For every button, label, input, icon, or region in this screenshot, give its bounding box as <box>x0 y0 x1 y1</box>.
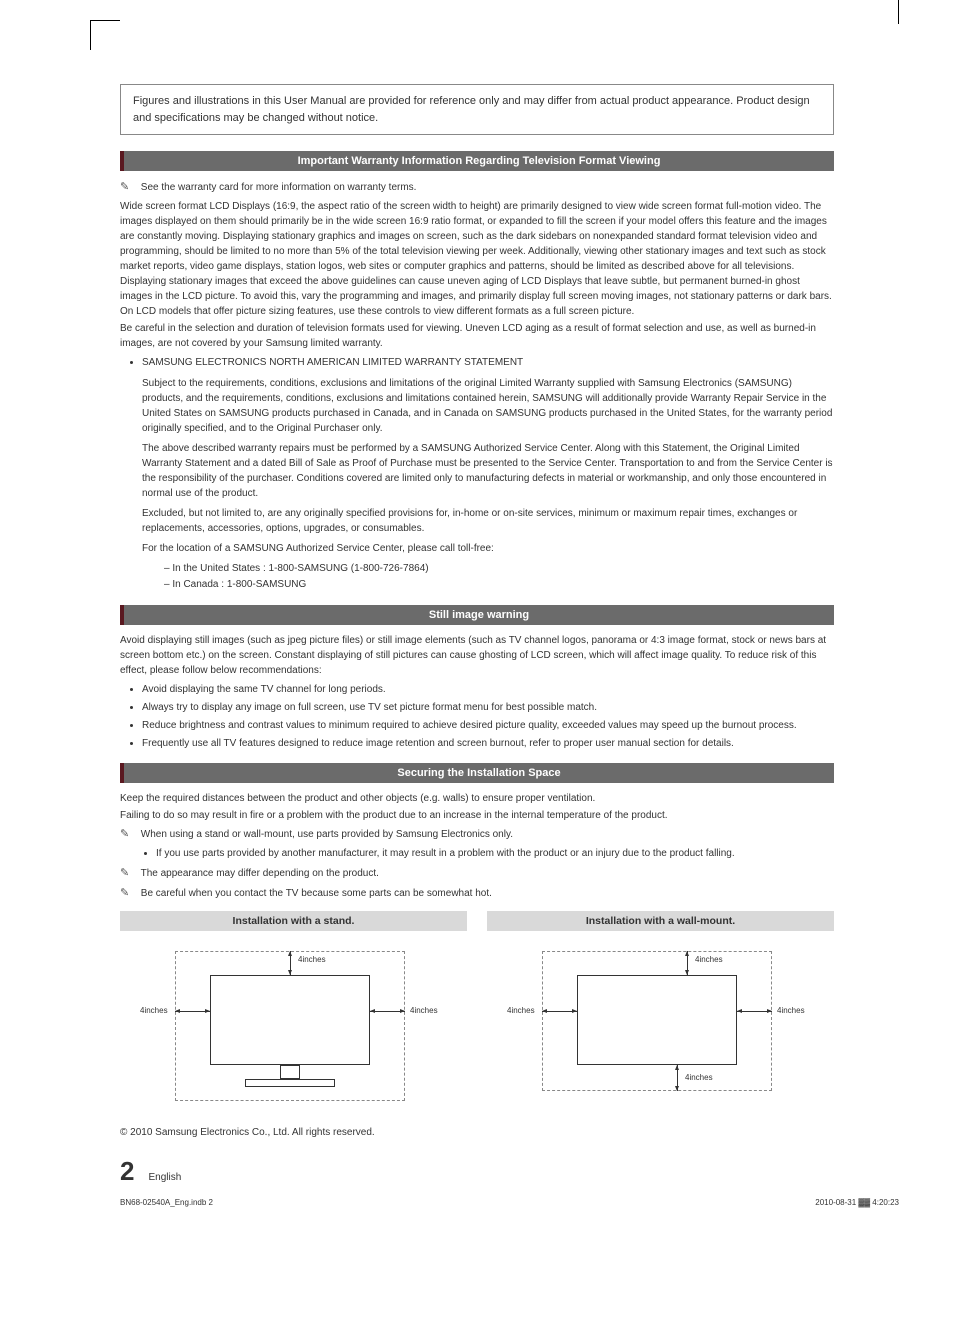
still-bullet-1: Always try to display any image on full … <box>142 700 834 715</box>
crop-mark-top-right <box>898 0 899 24</box>
dim-left: 4inches <box>140 1006 168 1015</box>
warranty-note-text: See the warranty card for more informati… <box>141 182 417 193</box>
wall-arrow-bottom <box>677 1065 678 1091</box>
crop-mark-top-left <box>90 20 120 50</box>
securing-note-1: ✎ When using a stand or wall-mount, use … <box>120 826 834 843</box>
still-para-1: Avoid displaying still images (such as j… <box>120 633 834 678</box>
wall-dim-left: 4inches <box>507 1006 535 1015</box>
still-bullet-list: Avoid displaying the same TV channel for… <box>142 682 834 751</box>
warranty-sub-4: For the location of a SAMSUNG Authorized… <box>142 541 834 556</box>
section-header-securing: Securing the Installation Space <box>120 763 834 783</box>
securing-note-1-text: When using a stand or wall-mount, use pa… <box>141 829 513 840</box>
footer-row: BN68-02540A_Eng.indb 2 2010-08-31 ▓▓ 4:2… <box>120 1198 899 1207</box>
still-bullet-0: Avoid displaying the same TV channel for… <box>142 682 834 697</box>
stand-tv-screen <box>210 975 370 1065</box>
wall-arrow-right <box>737 1011 772 1012</box>
stand-base <box>245 1079 335 1087</box>
wall-dim-right: 4inches <box>777 1006 805 1015</box>
wall-dim-bottom: 4inches <box>685 1073 713 1082</box>
still-bullet-3: Frequently use all TV features designed … <box>142 736 834 751</box>
language-label: English <box>148 1172 181 1183</box>
warranty-sub-us: In the United States : 1-800-SAMSUNG (1-… <box>164 561 834 577</box>
dim-right: 4inches <box>410 1006 438 1015</box>
stand-diagram: 4inches 4inches 4inches <box>120 943 467 1113</box>
securing-para-2: Failing to do so may result in fire or a… <box>120 808 834 823</box>
stand-column-header: Installation with a stand. <box>120 911 467 931</box>
installation-diagrams-row: Installation with a stand. 4inches 4inch… <box>120 911 834 1113</box>
note-icon: ✎ <box>120 885 134 902</box>
warranty-bullet-1: SAMSUNG ELECTRONICS NORTH AMERICAN LIMIT… <box>142 355 834 370</box>
warranty-sub-ca: In Canada : 1-800-SAMSUNG <box>164 577 834 593</box>
securing-note-2: ✎ The appearance may differ depending on… <box>120 865 834 882</box>
footer-left: BN68-02540A_Eng.indb 2 <box>120 1198 213 1207</box>
wall-column-header: Installation with a wall-mount. <box>487 911 834 931</box>
warranty-indent-block: Subject to the requirements, conditions,… <box>142 376 834 593</box>
note-icon: ✎ <box>120 865 134 882</box>
wall-dim-top: 4inches <box>695 955 723 964</box>
warranty-sub-list: In the United States : 1-800-SAMSUNG (1-… <box>164 561 834 593</box>
warranty-para-1: Wide screen format LCD Displays (16:9, t… <box>120 199 834 319</box>
securing-note-sub-1: If you use parts provided by another man… <box>156 846 834 861</box>
copyright-line: © 2010 Samsung Electronics Co., Ltd. All… <box>120 1127 834 1138</box>
section-header-warranty: Important Warranty Information Regarding… <box>120 151 834 171</box>
page-number-row: 2 English <box>120 1156 834 1187</box>
footer-right: 2010-08-31 ▓▓ 4:20:23 <box>815 1198 899 1207</box>
stand-column: Installation with a stand. 4inches 4inch… <box>120 911 467 1113</box>
wall-arrow-top <box>687 951 688 975</box>
securing-note-3: ✎ Be careful when you contact the TV bec… <box>120 885 834 902</box>
arrow-left <box>175 1011 210 1012</box>
warranty-para-2: Be careful in the selection and duration… <box>120 321 834 351</box>
document-page: Figures and illustrations in this User M… <box>0 0 954 1227</box>
dim-top: 4inches <box>298 955 326 964</box>
page-number: 2 <box>120 1156 134 1187</box>
arrow-top <box>290 951 291 975</box>
still-bullet-2: Reduce brightness and contrast values to… <box>142 718 834 733</box>
top-notice-box: Figures and illustrations in this User M… <box>120 84 834 135</box>
note-icon: ✎ <box>120 179 134 196</box>
warranty-sub-1: Subject to the requirements, conditions,… <box>142 376 834 436</box>
securing-para-1: Keep the required distances between the … <box>120 791 834 806</box>
wall-arrow-left <box>542 1011 577 1012</box>
arrow-right <box>370 1011 405 1012</box>
warranty-sub-2: The above described warranty repairs mus… <box>142 441 834 501</box>
wall-tv-screen <box>577 975 737 1065</box>
stand-neck <box>280 1065 300 1079</box>
securing-note-3-text: Be careful when you contact the TV becau… <box>141 888 492 899</box>
warranty-bullet-list: SAMSUNG ELECTRONICS NORTH AMERICAN LIMIT… <box>142 355 834 370</box>
securing-note-2-text: The appearance may differ depending on t… <box>141 868 379 879</box>
section-header-still: Still image warning <box>120 605 834 625</box>
wall-diagram: 4inches 4inches 4inches 4inches <box>487 943 834 1113</box>
securing-sub-bullet: If you use parts provided by another man… <box>156 846 834 861</box>
note-icon: ✎ <box>120 826 134 843</box>
warranty-note-line: ✎ See the warranty card for more informa… <box>120 179 834 196</box>
wall-column: Installation with a wall-mount. 4inches … <box>487 911 834 1113</box>
warranty-sub-3: Excluded, but not limited to, are any or… <box>142 506 834 536</box>
